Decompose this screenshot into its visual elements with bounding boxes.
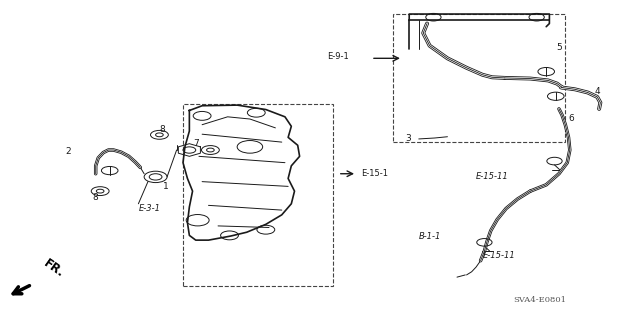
- Text: 6: 6: [569, 114, 575, 123]
- Text: 2: 2: [65, 147, 71, 156]
- Text: B-1-1: B-1-1: [419, 233, 441, 241]
- Text: E-15-11: E-15-11: [483, 251, 515, 260]
- Text: 8: 8: [159, 125, 165, 134]
- Text: E-9-1: E-9-1: [327, 52, 349, 61]
- Text: E-3-1: E-3-1: [138, 204, 161, 213]
- Text: E-15-1: E-15-1: [362, 169, 388, 178]
- Text: E-15-11: E-15-11: [476, 172, 509, 182]
- Text: 1: 1: [163, 182, 169, 191]
- Text: FR.: FR.: [41, 257, 67, 280]
- Bar: [394, 14, 565, 142]
- Text: 4: 4: [595, 87, 600, 96]
- Text: 8: 8: [93, 193, 99, 202]
- Text: SVA4-E0801: SVA4-E0801: [513, 296, 566, 304]
- Bar: [183, 104, 333, 286]
- Text: 7: 7: [193, 139, 198, 148]
- Text: 3: 3: [405, 134, 411, 144]
- Text: 5: 5: [556, 43, 562, 52]
